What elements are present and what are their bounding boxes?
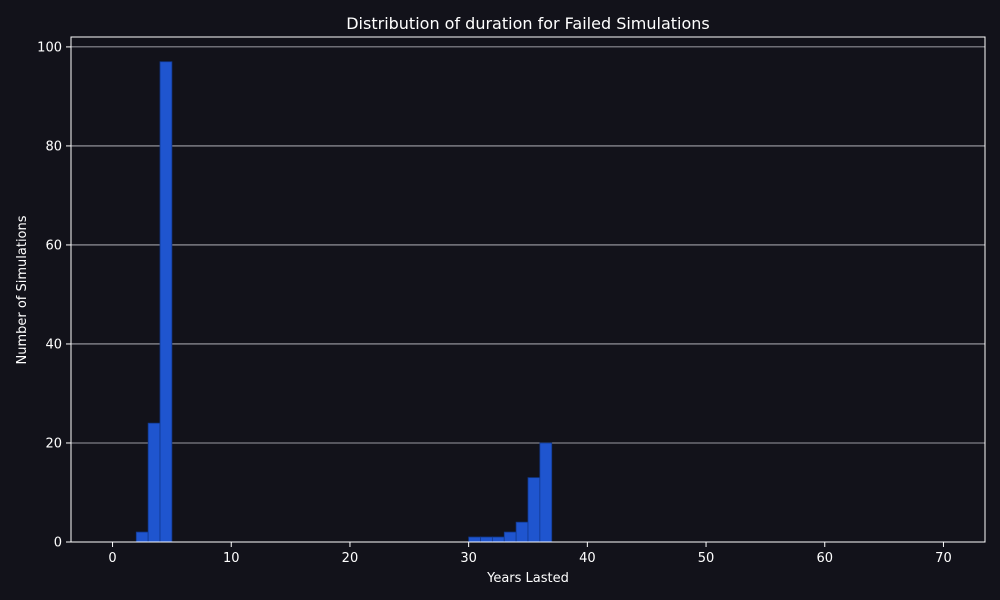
x-tick-label-10: 10 [223, 551, 240, 566]
x-tick-label-30: 30 [460, 551, 477, 566]
x-axis-label: Years Lasted [486, 571, 569, 586]
histogram-bar-4 [480, 536, 493, 543]
histogram-bar-6 [503, 531, 517, 543]
x-tick-label-0: 0 [108, 551, 116, 566]
histogram-bar-2 [159, 61, 173, 543]
histogram-bar-9 [539, 442, 553, 543]
ticks-layer: 0 10 20 30 40 50 60 70 0 20 40 60 80 100 [37, 40, 952, 566]
y-tick-label-80: 80 [45, 139, 62, 154]
y-tick-label-0: 0 [54, 536, 62, 551]
chart-title: Distribution of duration for Failed Simu… [346, 14, 710, 33]
histogram-bar-3 [468, 536, 481, 543]
histogram-bar-5 [491, 536, 505, 543]
x-tick-label-40: 40 [579, 551, 596, 566]
y-tick-label-100: 100 [37, 40, 62, 55]
histogram-bar-1 [147, 422, 161, 543]
y-axis-label: Number of Simulations [15, 215, 30, 364]
y-tick-label-60: 60 [45, 238, 62, 253]
x-tick-label-60: 60 [816, 551, 833, 566]
x-tick-label-70: 70 [935, 551, 952, 566]
x-tick-label-50: 50 [698, 551, 715, 566]
y-tick-label-40: 40 [45, 337, 62, 352]
x-tick-label-20: 20 [342, 551, 359, 566]
axes-layer [70, 36, 986, 543]
histogram-bar-0 [135, 531, 149, 543]
histogram-bar-8 [527, 477, 541, 543]
histogram-bar-7 [515, 521, 529, 543]
y-tick-label-20: 20 [45, 436, 62, 451]
plot-frame [70, 36, 986, 543]
